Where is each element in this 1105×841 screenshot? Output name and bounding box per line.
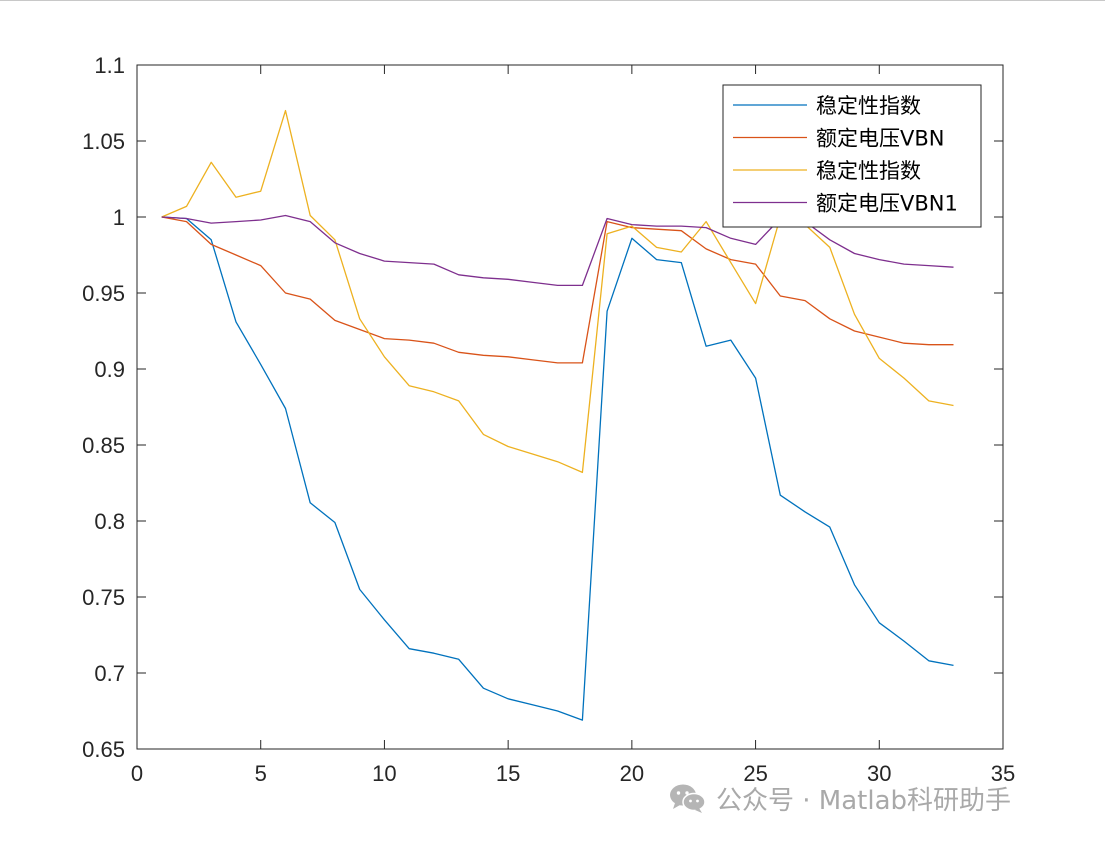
series-line-3 [161,109,954,474]
y-tick-label: 1.05 [82,129,125,154]
x-tick-label: 20 [620,761,644,786]
top-divider [0,0,1105,1]
legend-label: 额定电压VBN1 [816,192,958,216]
legend-label: 额定电压VBN [816,127,944,151]
watermark-text: 公众号 · Matlab科研助手 [716,785,1012,816]
y-tick-label: 1.1 [94,53,125,78]
series-line-2 [161,216,954,364]
plot-frame [136,64,1004,750]
y-tick-label: 0.95 [82,281,125,306]
y-tick-label: 0.65 [82,737,125,762]
series-line-4 [161,214,954,287]
x-tick-label: 25 [743,761,767,786]
x-tick-label: 0 [131,761,143,786]
y-tick-label: 0.8 [94,509,125,534]
x-tick-label: 30 [867,761,891,786]
x-axis: 0 5 10 15 20 25 30 35 [131,65,1015,786]
y-tick-label: 1 [113,205,125,230]
y-tick-label: 0.7 [94,661,125,686]
x-tick-label: 15 [496,761,520,786]
legend-label: 稳定性指数 [816,94,921,118]
series-line-1 [161,216,954,721]
y-tick-label: 0.75 [82,585,125,610]
wechat-icon [670,784,706,813]
x-tick-label: 35 [991,761,1015,786]
x-tick-label: 5 [255,761,267,786]
x-tick-label: 10 [372,761,396,786]
legend-box [722,84,982,228]
series-layer [161,109,954,721]
y-tick-label: 0.85 [82,433,125,458]
y-axis: 0.65 0.7 0.75 0.8 0.85 0.9 0.95 1 1.05 1.1 [82,53,1003,762]
y-tick-label: 0.9 [94,357,125,382]
legend-label: 稳定性指数 [816,159,921,183]
watermark: 公众号 · Matlab科研助手 [668,780,1011,816]
